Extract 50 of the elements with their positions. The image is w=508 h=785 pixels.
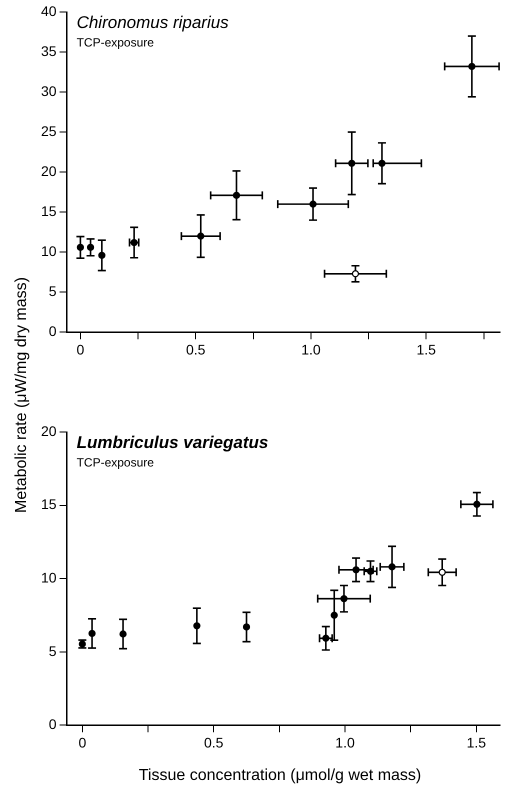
- y-tick-label: 0: [48, 323, 57, 340]
- point: [340, 595, 348, 602]
- point: [119, 630, 127, 638]
- point: [352, 566, 360, 574]
- x-tick-label: 1.0: [335, 734, 355, 750]
- point: [366, 568, 374, 575]
- point: [88, 630, 96, 638]
- chart-title: Chironomus riparius: [76, 13, 230, 32]
- y-axis-title: Metabolic rate (μW/mg dry mass): [13, 277, 31, 513]
- y-tick-label: 30: [40, 82, 57, 99]
- point: [193, 622, 200, 630]
- y-tick-label: 10: [40, 569, 57, 586]
- point: [473, 500, 480, 508]
- x-tick-label: 1.5: [416, 341, 436, 358]
- y-tick-label: 10: [40, 243, 57, 260]
- y-tick-label: 0: [48, 716, 57, 732]
- text: TCP-exposure: [76, 455, 154, 470]
- point: [98, 252, 106, 259]
- chart-title: Lumbriculus variegatus: [76, 433, 268, 452]
- y-tick-label: 5: [48, 283, 57, 300]
- y-tick-label: 25: [40, 122, 57, 139]
- point: [438, 568, 446, 576]
- y-tick-label: 40: [40, 2, 57, 19]
- x-tick-label: 0.5: [204, 734, 224, 750]
- point: [86, 244, 94, 251]
- point: [352, 270, 360, 278]
- y-tick-label: 15: [40, 202, 57, 219]
- y-tick-label: 20: [40, 422, 57, 439]
- point: [348, 160, 356, 167]
- y-tick-label: 20: [40, 162, 57, 179]
- point: [232, 192, 240, 199]
- point: [76, 244, 84, 251]
- point: [330, 612, 338, 619]
- x-axis-title: Tissue concentration (μmol/g wet mass): [138, 767, 422, 785]
- point: [468, 62, 476, 70]
- point: [197, 232, 204, 240]
- x-tick-label: 1.0: [301, 341, 321, 358]
- x-tick-label: 0: [78, 734, 86, 750]
- x-tick-label: 0: [76, 341, 85, 358]
- y-tick-label: 5: [48, 642, 57, 659]
- point: [309, 200, 317, 208]
- x-tick-label: 0.5: [186, 341, 206, 358]
- point: [242, 623, 250, 631]
- x-tick-label: 1.5: [466, 734, 486, 750]
- point: [378, 160, 386, 167]
- text: TCP-exposure: [76, 35, 154, 50]
- point: [388, 563, 396, 570]
- y-tick-label: 35: [40, 42, 57, 59]
- point: [322, 634, 330, 642]
- y-tick-label: 15: [40, 496, 57, 512]
